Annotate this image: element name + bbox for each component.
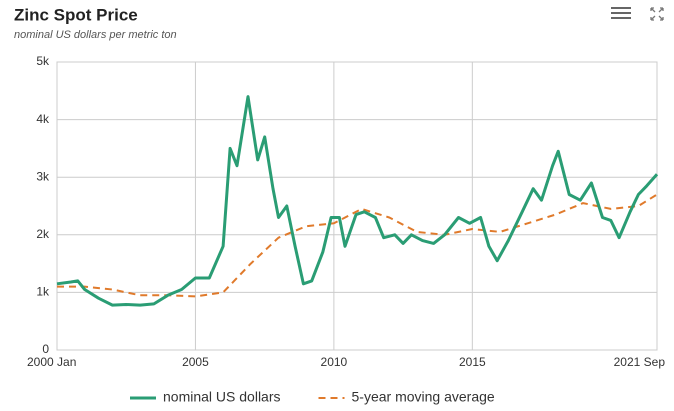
chart-title: Zinc Spot Price [14, 5, 138, 24]
x-tick-label: 2010 [321, 355, 348, 369]
plot-border [56, 61, 658, 351]
y-tick-label: 3k [36, 169, 50, 183]
y-tick-label: 0 [42, 342, 49, 356]
legend-label: 5-year moving average [352, 389, 495, 405]
menu-icon [611, 7, 631, 19]
y-tick-label: 4k [36, 112, 50, 126]
fullscreen-hitbox[interactable] [646, 4, 668, 24]
series-line [56, 95, 659, 307]
x-tick-label: 2005 [182, 355, 209, 369]
chart-subtitle: nominal US dollars per metric ton [14, 29, 177, 41]
x-tick-label: 2021 Sep [614, 355, 666, 369]
fullscreen-icon [650, 7, 664, 21]
fullscreen-button[interactable] [646, 4, 668, 24]
series-line [57, 193, 658, 298]
y-tick-label: 5k [36, 54, 50, 68]
y-tick-label: 1k [36, 285, 50, 299]
legend-label: nominal US dollars [163, 389, 281, 405]
x-tick-label: 2015 [459, 355, 486, 369]
y-tick-label: 2k [36, 227, 50, 241]
x-tick-label: 2000 Jan [27, 355, 76, 369]
menu-button[interactable] [608, 4, 634, 24]
